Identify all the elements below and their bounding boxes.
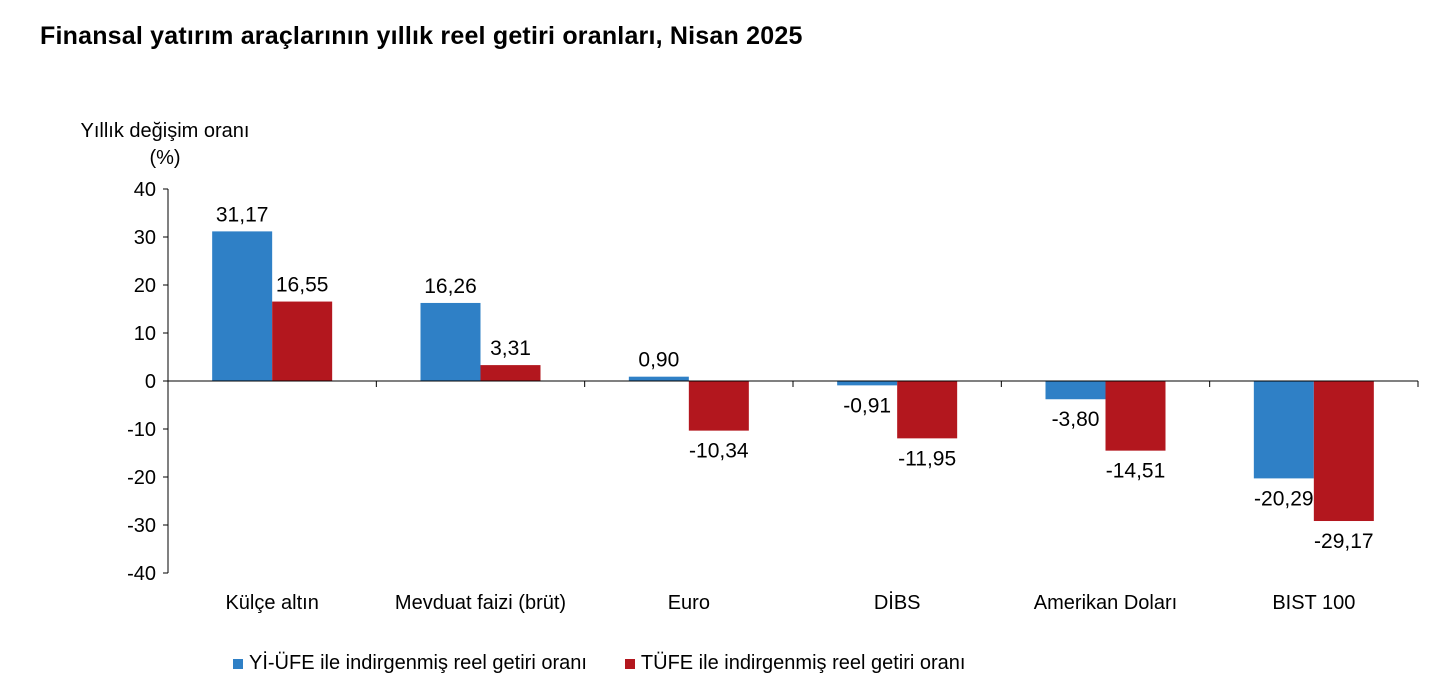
y-tick-label: -10 [127, 419, 156, 441]
bar-yi-ufe [1045, 381, 1106, 400]
x-category-label: BIST 100 [1272, 592, 1355, 614]
data-label-yi-ufe: -20,29 [1254, 487, 1314, 510]
data-label-yi-ufe: 31,17 [216, 203, 269, 226]
data-label-tufe: -10,34 [689, 440, 749, 463]
bar-chart: 40 30 20 10 0 -10 -20 -30 -40 31,17 16,55 16,26 3,31… [127, 179, 1419, 614]
legend-item-tufe: TÜFE ile indirgenmiş reel getiri oranı [624, 652, 966, 675]
bar-yi-ufe [212, 231, 273, 381]
y-tick-label: 20 [134, 275, 156, 297]
x-category-label: DİBS [874, 591, 921, 614]
y-axis-label: Yıllık değişim oranı (%) [80, 120, 250, 169]
y-tick-label: -40 [127, 563, 156, 585]
data-label-yi-ufe: 16,26 [424, 275, 477, 298]
legend-swatch-yi-ufe [233, 658, 243, 669]
data-label-tufe: -11,95 [898, 447, 956, 470]
y-tick-label: 10 [134, 323, 156, 345]
y-tick-label: -20 [127, 467, 156, 489]
bar-tufe [688, 381, 749, 431]
bar-yi-ufe [1253, 381, 1314, 479]
data-label-yi-ufe: 0,90 [638, 349, 679, 372]
bar-tufe [1313, 381, 1374, 522]
legend-label-tufe: TÜFE ile indirgenmiş reel getiri oranı [640, 652, 966, 674]
data-label-yi-ufe: -3,80 [1052, 408, 1100, 431]
y-tick-label: -30 [127, 515, 156, 537]
y-tick-label: 40 [134, 179, 156, 201]
bar-tufe [272, 301, 333, 381]
bar-yi-ufe [628, 376, 689, 381]
bar-tufe [480, 365, 541, 381]
data-label-yi-ufe: -0,91 [843, 394, 891, 417]
y-tick-label: 30 [134, 227, 156, 249]
y-tick-label: 0 [145, 371, 156, 393]
bar-yi-ufe [837, 381, 898, 386]
bar-yi-ufe [420, 302, 481, 381]
data-label-tufe: -14,51 [1106, 460, 1166, 483]
legend-swatch-tufe [624, 658, 635, 669]
legend: Yİ-ÜFE ile indirgenmiş reel getiri oranı… [233, 652, 1003, 675]
bar-tufe [1105, 381, 1166, 451]
legend-item-yi-ufe: Yİ-ÜFE ile indirgenmiş reel getiri oranı [233, 652, 587, 675]
x-category-label: Amerikan Doları [1034, 592, 1177, 614]
x-category-label: Mevduat faizi (brüt) [395, 592, 566, 614]
data-label-tufe: -29,17 [1314, 530, 1374, 553]
legend-label-yi-ufe: Yİ-ÜFE ile indirgenmiş reel getiri oranı [249, 652, 587, 674]
data-label-tufe: 16,55 [276, 274, 329, 297]
data-label-tufe: 3,31 [490, 337, 531, 360]
chart-title: Finansal yatırım araçlarının yıllık reel… [40, 22, 803, 50]
x-category-label: Euro [668, 592, 710, 614]
bar-tufe [897, 381, 958, 439]
x-category-label: Külçe altın [225, 592, 318, 614]
